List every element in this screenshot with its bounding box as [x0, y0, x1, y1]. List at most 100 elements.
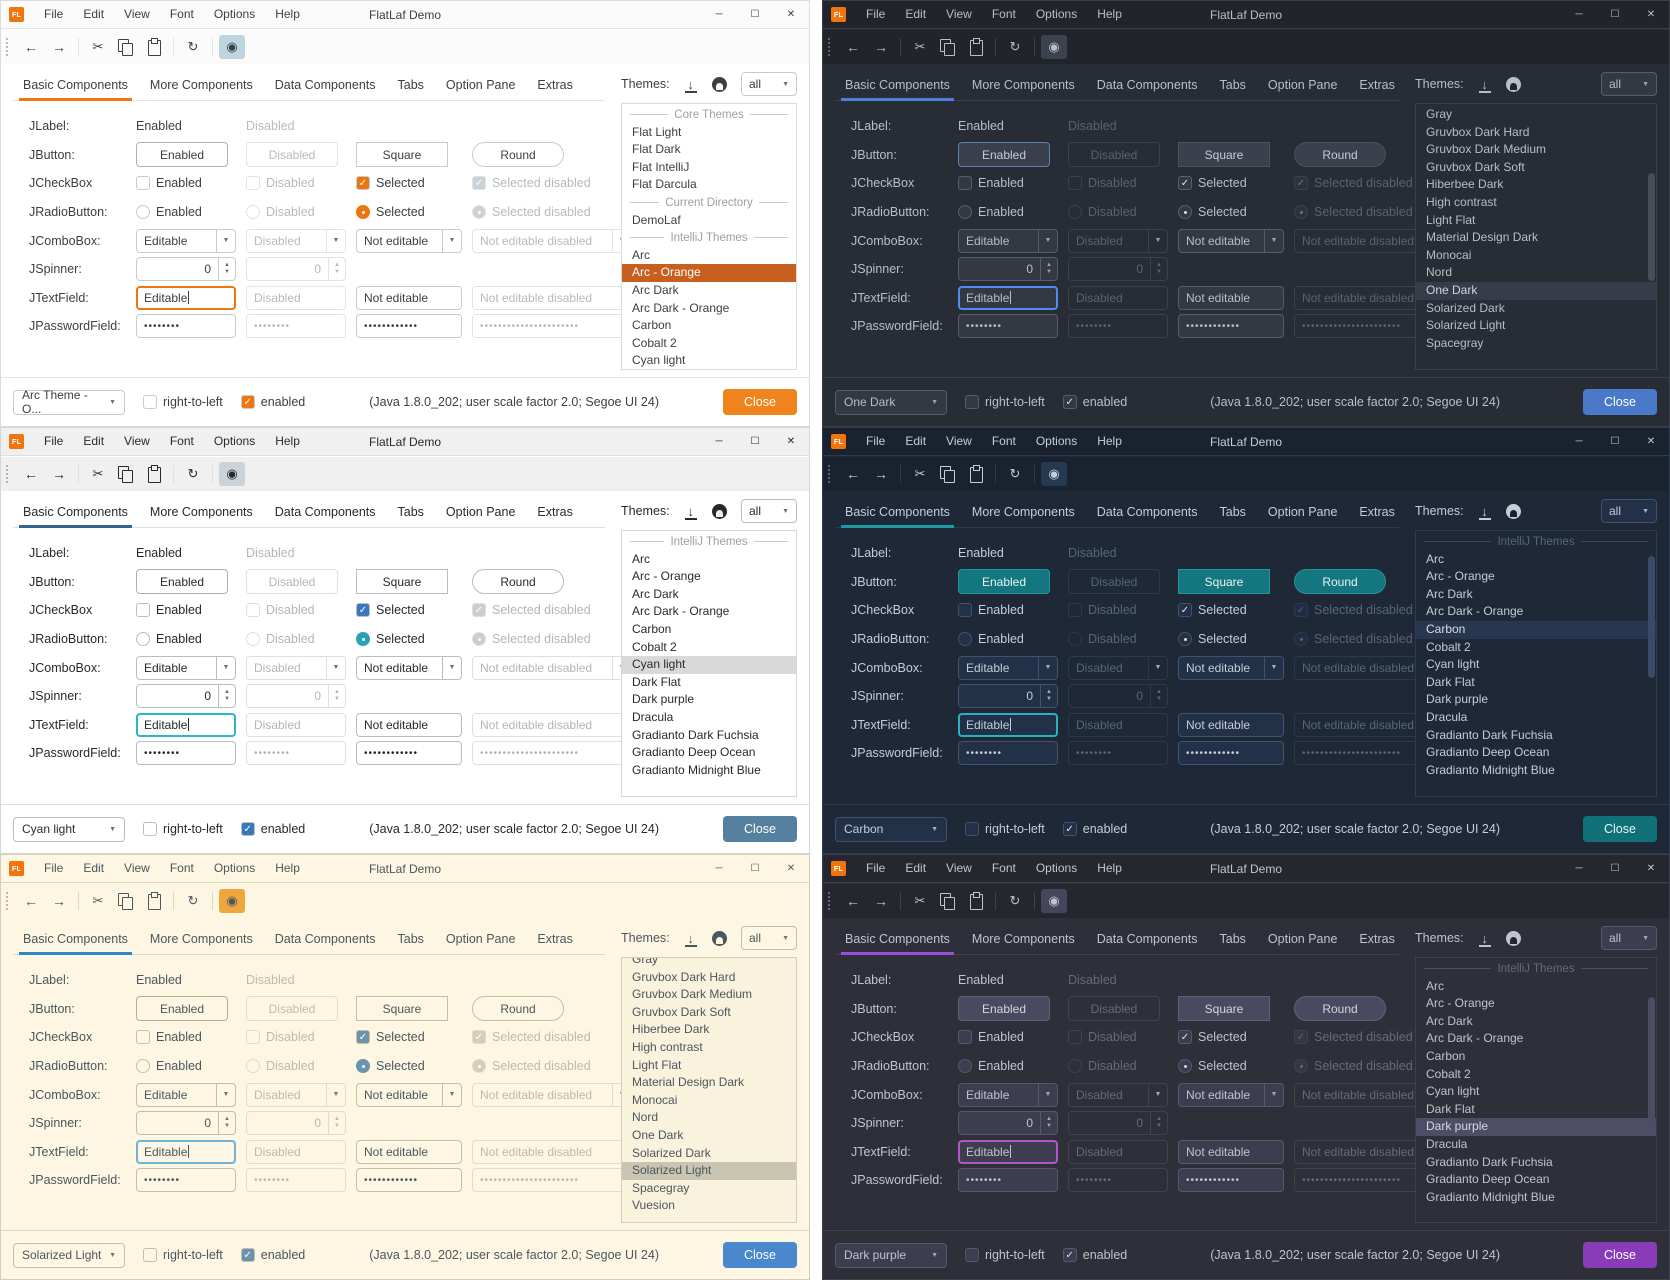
- theme-item-gruvbox-dark-hard[interactable]: Gruvbox Dark Hard: [632, 969, 736, 984]
- menu-view[interactable]: View: [124, 7, 150, 21]
- theme-item-arc[interactable]: Arc: [1426, 978, 1444, 993]
- tab-option-pane[interactable]: Option Pane: [445, 932, 516, 946]
- theme-item-high-contrast[interactable]: High contrast: [1426, 194, 1497, 209]
- theme-item-dark-purple[interactable]: Dark purple: [632, 692, 695, 707]
- close-button[interactable]: Close: [1582, 1242, 1657, 1268]
- menu-edit[interactable]: Edit: [905, 861, 927, 875]
- toolbar-grip-icon[interactable]: [828, 465, 833, 483]
- paste-icon[interactable]: [963, 889, 989, 913]
- refresh-icon[interactable]: [1002, 889, 1028, 913]
- password-field[interactable]: ••••••••••••: [356, 1168, 462, 1193]
- textfield-editable[interactable]: Editable: [136, 712, 236, 737]
- combobox-editable[interactable]: Editable ▼: [136, 655, 236, 680]
- theme-item-gradianto-midnight-blue[interactable]: Gradianto Midnight Blue: [1426, 1189, 1555, 1204]
- tab-option-pane[interactable]: Option Pane: [1267, 78, 1338, 92]
- theme-item-material-design-dark[interactable]: Material Design Dark: [632, 1075, 745, 1090]
- theme-item-carbon[interactable]: Carbon: [632, 318, 672, 333]
- theme-item-nord[interactable]: Nord: [1426, 265, 1453, 280]
- menu-view[interactable]: View: [124, 861, 150, 875]
- combobox-not-editable[interactable]: Not editable ▼: [1178, 228, 1284, 253]
- textfield-editable[interactable]: Editable: [136, 285, 236, 310]
- menu-edit[interactable]: Edit: [83, 861, 105, 875]
- theme-item-solarized-light[interactable]: Solarized Light: [622, 1162, 796, 1180]
- close-window-button[interactable]: ✕: [1646, 436, 1656, 447]
- textfield-field[interactable]: Not editable: [1178, 1139, 1284, 1164]
- password-field[interactable]: ••••••••••••: [1178, 1168, 1284, 1193]
- back-icon[interactable]: [18, 35, 44, 59]
- tab-basic-components[interactable]: Basic Components: [835, 71, 960, 101]
- theme-item-gruvbox-dark-hard[interactable]: Gruvbox Dark Hard: [1426, 124, 1530, 139]
- theme-item-solarized-dark[interactable]: Solarized Dark: [632, 1145, 711, 1160]
- button-enabled[interactable]: Enabled: [136, 569, 228, 595]
- theme-item-arc-dark[interactable]: Arc Dark: [1426, 1013, 1473, 1028]
- forward-icon[interactable]: [868, 35, 894, 59]
- menu-edit[interactable]: Edit: [905, 434, 927, 448]
- menu-help[interactable]: Help: [1097, 861, 1122, 875]
- password-field[interactable]: ••••••••: [136, 741, 236, 766]
- copy-icon[interactable]: [935, 35, 961, 59]
- toolbar-grip-icon[interactable]: [6, 892, 11, 910]
- theme-combo[interactable]: Solarized Light ▼: [13, 1242, 125, 1268]
- radio-selected[interactable]: Selected: [1178, 205, 1284, 220]
- forward-icon[interactable]: [46, 462, 72, 486]
- spinner-enabled[interactable]: 0 ▲ ▼: [958, 1111, 1058, 1136]
- button-enabled[interactable]: Enabled: [958, 569, 1050, 595]
- menu-font[interactable]: Font: [991, 7, 1016, 21]
- download-icon[interactable]: ↓: [684, 504, 698, 520]
- menu-font[interactable]: Font: [991, 434, 1016, 448]
- github-icon[interactable]: [1505, 503, 1521, 519]
- theme-item-arc-orange[interactable]: Arc - Orange: [1426, 996, 1495, 1011]
- back-icon[interactable]: [840, 35, 866, 59]
- theme-item-spacegray[interactable]: Spacegray: [632, 1180, 690, 1195]
- menu-file[interactable]: File: [44, 861, 64, 875]
- radio-enabled[interactable]: Enabled: [136, 205, 236, 220]
- theme-item-hiberbee-dark[interactable]: Hiberbee Dark: [632, 1022, 710, 1037]
- rtl-checkbox[interactable]: right-to-left: [143, 1248, 223, 1262]
- theme-item-flat-light[interactable]: Flat Light: [632, 124, 682, 139]
- button-enabled[interactable]: Enabled: [136, 996, 228, 1022]
- download-icon[interactable]: ↓: [1478, 504, 1492, 520]
- theme-item-gradianto-dark-fuchsia[interactable]: Gradianto Dark Fuchsia: [1426, 727, 1553, 742]
- rtl-checkbox[interactable]: right-to-left: [965, 395, 1045, 409]
- button-round[interactable]: Round: [472, 142, 564, 168]
- checkbox-enabled[interactable]: Enabled: [136, 1030, 236, 1045]
- tab-tabs[interactable]: Tabs: [1219, 505, 1246, 519]
- cut-icon[interactable]: [85, 889, 111, 913]
- tab-extras[interactable]: Extras: [1359, 505, 1395, 519]
- theme-list-scrollbar[interactable]: [1648, 997, 1655, 1125]
- checkbox-selected[interactable]: Selected: [356, 1030, 462, 1045]
- cut-icon[interactable]: [907, 35, 933, 59]
- button-square[interactable]: Square: [356, 142, 448, 168]
- textfield-editable[interactable]: Editable: [958, 1139, 1058, 1164]
- button-square[interactable]: Square: [356, 996, 448, 1022]
- checkbox-enabled[interactable]: Enabled: [958, 1030, 1058, 1045]
- theme-filter-combo[interactable]: all ▼: [741, 72, 797, 96]
- theme-item-arc[interactable]: Arc: [632, 551, 650, 566]
- button-square[interactable]: Square: [356, 569, 448, 595]
- close-window-button[interactable]: ✕: [786, 9, 796, 20]
- theme-list-scrollbar[interactable]: [1648, 556, 1655, 678]
- theme-filter-combo[interactable]: all ▼: [1601, 72, 1657, 96]
- tab-data-components[interactable]: Data Components: [1096, 78, 1198, 92]
- button-round[interactable]: Round: [1294, 569, 1386, 595]
- password-field[interactable]: ••••••••••••: [356, 741, 462, 766]
- theme-item-gradianto-midnight-blue[interactable]: Gradianto Midnight Blue: [632, 762, 761, 777]
- theme-item-cyan-light[interactable]: Cyan light: [622, 656, 796, 674]
- menu-font[interactable]: Font: [169, 434, 194, 448]
- radio-enabled[interactable]: Enabled: [136, 1059, 236, 1074]
- menu-help[interactable]: Help: [1097, 434, 1122, 448]
- paste-icon[interactable]: [141, 462, 167, 486]
- theme-item-carbon[interactable]: Carbon: [1416, 620, 1656, 639]
- theme-item-gruvbox-dark-soft[interactable]: Gruvbox Dark Soft: [1426, 159, 1525, 174]
- maximize-button[interactable]: ☐: [1610, 436, 1620, 447]
- cut-icon[interactable]: [907, 462, 933, 486]
- tab-data-components[interactable]: Data Components: [274, 932, 376, 946]
- menu-file[interactable]: File: [866, 7, 886, 21]
- theme-item-flat-intellij[interactable]: Flat IntelliJ: [632, 159, 690, 174]
- button-enabled[interactable]: Enabled: [136, 142, 228, 168]
- menu-file[interactable]: File: [866, 861, 886, 875]
- spinner-enabled[interactable]: 0 ▲ ▼: [958, 257, 1058, 282]
- radio-selected[interactable]: Selected: [1178, 632, 1284, 647]
- tab-extras[interactable]: Extras: [1359, 78, 1395, 92]
- button-square[interactable]: Square: [1178, 996, 1270, 1022]
